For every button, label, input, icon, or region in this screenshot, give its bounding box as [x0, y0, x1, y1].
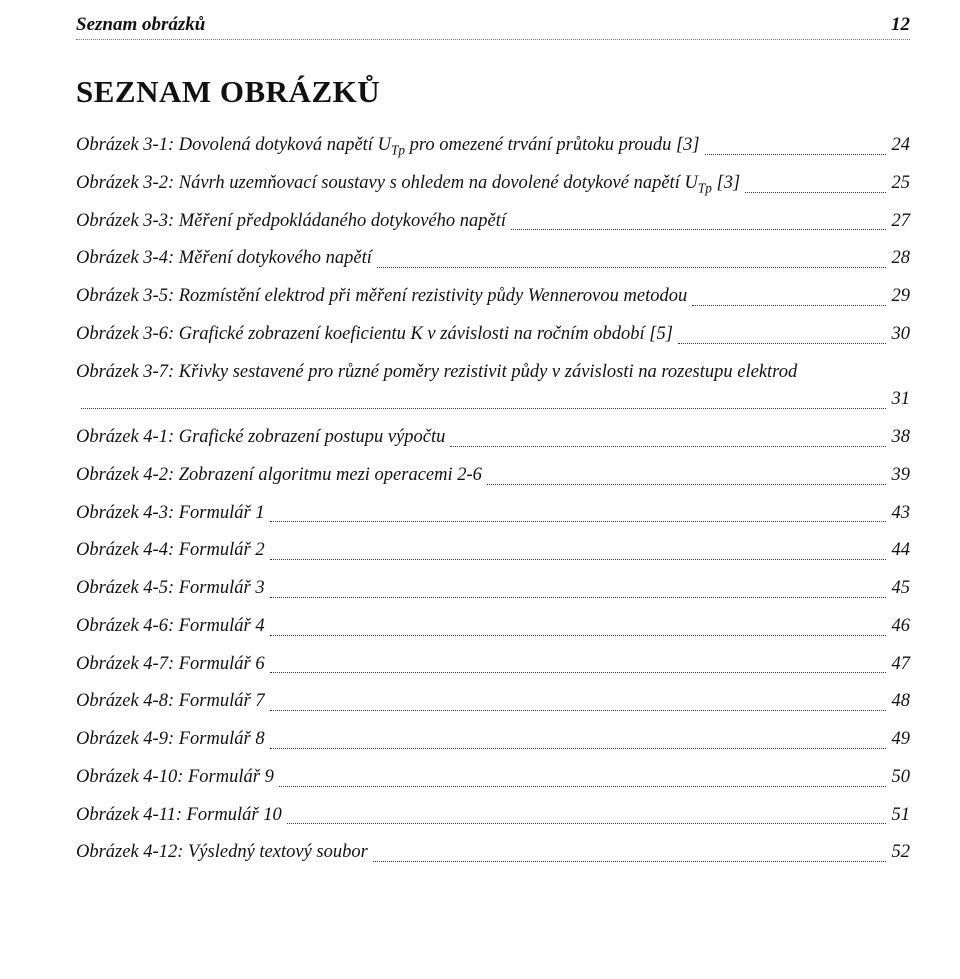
toc-leader [279, 786, 886, 787]
toc-entry-page: 45 [892, 575, 911, 603]
toc-entry-page: 38 [892, 424, 911, 452]
toc-entry-text: Obrázek 3-1: Dovolená dotyková napětí UT… [76, 132, 700, 160]
toc-entry: Obrázek 4-7: Formulář 6 47 [76, 651, 910, 679]
toc-entry-text: Obrázek 4-2: Zobrazení algoritmu mezi op… [76, 462, 482, 490]
toc-leader [270, 748, 886, 749]
toc-leader [81, 408, 886, 409]
toc-entry-text: Obrázek 4-1: Grafické zobrazení postupu … [76, 424, 445, 452]
toc-entry-page: 47 [892, 651, 911, 679]
toc-entry-text: Obrázek 3-6: Grafické zobrazení koeficie… [76, 321, 673, 349]
toc-entry-text: Obrázek 4-10: Formulář 9 [76, 764, 274, 792]
toc-entry-text: Obrázek 3-7: Křivky sestavené pro různé … [76, 359, 910, 387]
toc-entry-text: Obrázek 4-7: Formulář 6 [76, 651, 265, 679]
toc-leader [487, 484, 886, 485]
toc-entry: Obrázek 4-12: Výsledný textový soubor 52 [76, 839, 910, 867]
running-header-page: 12 [891, 14, 910, 36]
toc-leader [270, 635, 886, 636]
toc-leader [270, 672, 886, 673]
toc-entry-page: 29 [892, 283, 911, 311]
toc-entry-text: Obrázek 4-4: Formulář 2 [76, 537, 265, 565]
toc-entry: Obrázek 4-11: Formulář 10 51 [76, 802, 910, 830]
toc-entry-text: Obrázek 4-5: Formulář 3 [76, 575, 265, 603]
toc-entry-page: 39 [892, 462, 911, 490]
toc-entry: Obrázek 3-1: Dovolená dotyková napětí UT… [76, 132, 910, 160]
toc-list: Obrázek 3-1: Dovolená dotyková napětí UT… [76, 132, 910, 867]
toc-entry: Obrázek 4-4: Formulář 2 44 [76, 537, 910, 565]
toc-entry-text: Obrázek 3-3: Měření předpokládaného doty… [76, 208, 506, 236]
toc-entry: Obrázek 3-2: Návrh uzemňovací soustavy s… [76, 170, 910, 198]
toc-entry-page: 44 [892, 537, 911, 565]
toc-leader [287, 823, 886, 824]
toc-leader [270, 559, 886, 560]
toc-entry-text: Obrázek 4-9: Formulář 8 [76, 726, 265, 754]
toc-entry: Obrázek 4-8: Formulář 7 48 [76, 688, 910, 716]
toc-entry-page: 43 [892, 500, 911, 528]
running-header-title: Seznam obrázků [76, 14, 205, 36]
toc-entry-page: 51 [892, 802, 911, 830]
toc-entry-page: 28 [892, 245, 911, 273]
toc-entry-page: 24 [892, 132, 911, 160]
toc-entry: Obrázek 4-1: Grafické zobrazení postupu … [76, 424, 910, 452]
toc-entry-page: 31 [892, 386, 911, 414]
toc-entry-text: Obrázek 3-4: Měření dotykového napětí [76, 245, 372, 273]
toc-entry-text: Obrázek 4-3: Formulář 1 [76, 500, 265, 528]
toc-entry-text: Obrázek 4-12: Výsledný textový soubor [76, 839, 368, 867]
toc-leader [270, 597, 886, 598]
toc-entry-page: 27 [892, 208, 911, 236]
toc-entry: Obrázek 3-5: Rozmístění elektrod při měř… [76, 283, 910, 311]
toc-entry: Obrázek 4-3: Formulář 1 43 [76, 500, 910, 528]
toc-entry: Obrázek 4-9: Formulář 8 49 [76, 726, 910, 754]
toc-leader [678, 343, 886, 344]
toc-entry-page: 50 [892, 764, 911, 792]
toc-entry: Obrázek 4-2: Zobrazení algoritmu mezi op… [76, 462, 910, 490]
toc-leader [705, 154, 886, 155]
toc-entry-page: 52 [892, 839, 911, 867]
toc-leader [270, 521, 886, 522]
toc-leader [745, 192, 885, 193]
toc-entry: Obrázek 3-3: Měření předpokládaného doty… [76, 208, 910, 236]
toc-entry-text: Obrázek 4-8: Formulář 7 [76, 688, 265, 716]
toc-leader [377, 267, 886, 268]
toc-entry-page: 25 [892, 170, 911, 198]
toc-entry: Obrázek 3-7: Křivky sestavené pro různé … [76, 359, 910, 415]
toc-entry-page: 48 [892, 688, 911, 716]
header-rule [76, 39, 910, 40]
toc-leader [373, 861, 886, 862]
toc-entry: Obrázek 4-6: Formulář 4 46 [76, 613, 910, 641]
toc-entry: Obrázek 3-6: Grafické zobrazení koeficie… [76, 321, 910, 349]
toc-entry-text: Obrázek 4-11: Formulář 10 [76, 802, 282, 830]
toc-leader [270, 710, 886, 711]
toc-entry-text: Obrázek 3-2: Návrh uzemňovací soustavy s… [76, 170, 740, 198]
toc-leader [511, 229, 886, 230]
toc-entry-page: 46 [892, 613, 911, 641]
toc-entry-page: 30 [892, 321, 911, 349]
toc-entry: Obrázek 4-5: Formulář 3 45 [76, 575, 910, 603]
toc-leader [692, 305, 885, 306]
toc-entry: Obrázek 4-10: Formulář 9 50 [76, 764, 910, 792]
toc-entry-page: 49 [892, 726, 911, 754]
toc-leader [450, 446, 885, 447]
toc-entry-text: Obrázek 4-6: Formulář 4 [76, 613, 265, 641]
document-page: Seznam obrázků 12 SEZNAM OBRÁZKŮ Obrázek… [0, 0, 960, 979]
toc-entry: Obrázek 3-4: Měření dotykového napětí 28 [76, 245, 910, 273]
chapter-title: SEZNAM OBRÁZKŮ [76, 74, 910, 110]
toc-entry-text: Obrázek 3-5: Rozmístění elektrod při měř… [76, 283, 687, 311]
running-header: Seznam obrázků 12 [76, 14, 910, 36]
